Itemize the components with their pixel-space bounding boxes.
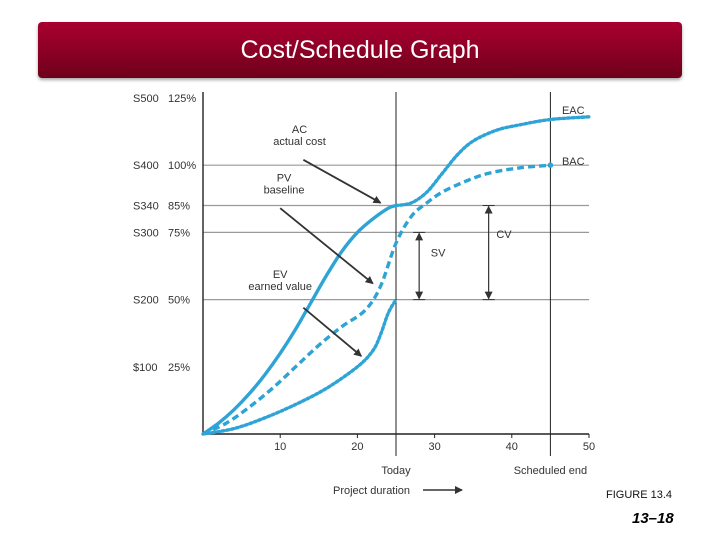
page-number: 13–18 [632,510,674,527]
y-tick-percent-125: 125% [168,93,196,105]
y-tick-dollar-50: S200 [133,295,159,307]
series-ac-line [202,203,397,436]
x-tick-label-20: 20 [351,441,363,453]
y-tick-dollar-75: S300 [133,227,159,239]
y-tick-percent-85: 85% [168,201,190,213]
series [201,115,591,436]
annotation-pv-line-0: PV [277,172,292,184]
x-axis-title: Project duration [333,485,410,497]
y-tick-dollar-85: S340 [133,201,159,213]
annotation-ac-line-0: AC [292,124,307,136]
y-tick-percent-50: 50% [168,295,190,307]
annotation-ev-line-1: earned value [248,281,312,293]
x-tick-label-40: 40 [506,441,518,453]
today-label: Today [381,465,411,477]
ev-pointer-arrow [302,306,363,357]
annotation-cv-line-0: CV [496,229,512,241]
annotation-pv-line-1: baseline [264,184,305,196]
slide-title: Cost/Schedule Graph [240,35,480,64]
annotation-ev-line-0: EV [273,269,288,281]
x-tick-label-30: 30 [428,441,440,453]
x-tick-label-50: 50 [583,441,595,453]
y-tick-percent-100: 100% [168,160,196,172]
axes [202,92,590,456]
x-tick-label-10: 10 [274,441,286,453]
axis-labels: 10 20 30 40 50 $100 25% S200 50% S300 75% S340 85% S4… [133,93,595,497]
series-pv-line [202,163,551,436]
annotation-ac-line-1: actual cost [273,136,326,148]
bac-point [547,162,554,168]
y-tick-dollar-125: S500 [133,93,159,105]
annotation-sv-line-0: SV [431,248,446,260]
annotation-bac-line-0: BAC [562,156,585,168]
scheduled-end-label: Scheduled end [514,465,587,477]
y-tick-percent-25: 25% [168,362,190,374]
pv-pointer-arrow [279,207,374,285]
y-tick-dollar-100: S400 [133,160,159,172]
ac-pointer-arrow [302,159,382,204]
y-tick-dollar-25: $100 [133,362,157,374]
title-bar: Cost/Schedule Graph [38,22,682,78]
y-tick-percent-75: 75% [168,227,190,239]
series-ev-line [201,297,398,436]
annotation-eac-line-0: EAC [562,105,585,117]
figure-label: FIGURE 13.4 [606,489,673,501]
series-ac_projected-line [394,115,591,208]
